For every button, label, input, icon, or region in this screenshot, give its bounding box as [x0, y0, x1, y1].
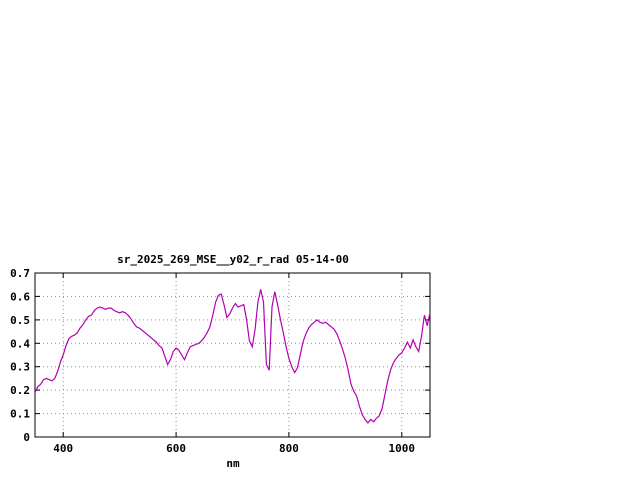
plot-area: 400 600 800 1000 0 0.1 0.2 0.3 0.4 0.5 0.6 0.7	[10, 267, 431, 455]
y-tick-label: 0	[23, 431, 30, 444]
chart-title: sr_2025_269_MSE__y02_r_rad 05-14-00	[117, 253, 349, 266]
x-tick-label: 400	[53, 442, 73, 455]
x-tick-label: 1000	[389, 442, 416, 455]
y-tick-label: 0.6	[10, 290, 30, 303]
y-tick-label: 0.2	[10, 384, 30, 397]
y-tick-label: 0.5	[10, 314, 30, 327]
x-tick-label: 600	[166, 442, 186, 455]
y-tick-label: 0.3	[10, 361, 30, 374]
x-axis-label: nm	[226, 457, 240, 470]
y-tick-label: 0.7	[10, 267, 30, 280]
x-tick-label: 800	[279, 442, 299, 455]
series-line	[34, 289, 431, 424]
y-tick-label: 0.1	[10, 408, 30, 421]
y-tick-label: 0.4	[10, 337, 30, 350]
plot-border	[34, 272, 431, 438]
